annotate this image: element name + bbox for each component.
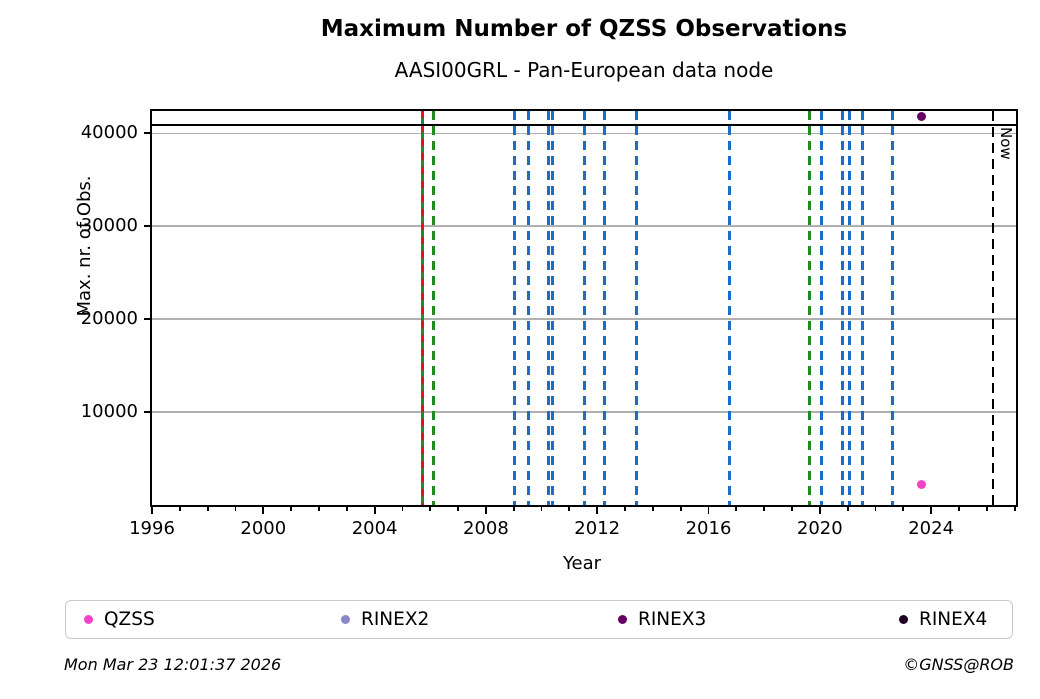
y-tick-20000 bbox=[144, 318, 150, 321]
x-tick-minor-2018 bbox=[763, 507, 766, 511]
legend-label-rinex3: RINEX3 bbox=[638, 608, 707, 630]
vline-blue-2021.06 bbox=[847, 111, 851, 505]
data-point-qzss bbox=[916, 480, 926, 490]
now-label: Now bbox=[996, 127, 1015, 160]
vline-blue-2010.4 bbox=[551, 111, 555, 505]
y-tick-label-40000: 40000 bbox=[80, 122, 138, 144]
legend-marker-rinex3 bbox=[618, 614, 627, 624]
chart-subtitle: AASI00GRL - Pan-European data node bbox=[394, 58, 774, 82]
x-tick-major-2012 bbox=[596, 507, 599, 514]
x-tick-minor-2015 bbox=[679, 507, 682, 511]
vline-blue-2021.52 bbox=[860, 111, 864, 505]
legend-item-rinex3: RINEX3 bbox=[618, 601, 706, 637]
x-tick-minor-1999 bbox=[234, 507, 237, 511]
x-tick-minor-2019 bbox=[791, 507, 793, 511]
vline-red-2005.73 bbox=[421, 111, 425, 505]
x-tick-minor-2014 bbox=[651, 507, 654, 511]
credit-text: ©GNSS@ROB bbox=[903, 655, 1014, 674]
x-tick-minor-2023 bbox=[902, 507, 905, 511]
x-tick-label-2004: 2004 bbox=[351, 518, 398, 539]
x-tick-label-2020: 2020 bbox=[796, 518, 843, 539]
x-tick-major-2004 bbox=[373, 507, 376, 514]
vline-blue-2009.03 bbox=[513, 111, 517, 505]
y-axis-label: Max. nr. of Obs. bbox=[74, 175, 96, 317]
x-tick-minor-2010 bbox=[540, 507, 543, 511]
x-tick-minor-2006 bbox=[429, 507, 432, 511]
vline-blue-2012.26 bbox=[602, 111, 606, 505]
vline-blue-2013.41 bbox=[634, 111, 638, 505]
x-tick-label-2016: 2016 bbox=[685, 518, 732, 539]
vline-green-2006.12 bbox=[432, 111, 436, 505]
x-tick-label-1996: 1996 bbox=[129, 518, 175, 539]
chart-title: Maximum Number of QZSS Observations bbox=[320, 16, 848, 42]
x-tick-minor-2002 bbox=[318, 507, 320, 511]
x-tick-minor-1998 bbox=[206, 507, 209, 511]
x-tick-minor-2003 bbox=[345, 507, 348, 511]
x-tick-label-2012: 2012 bbox=[574, 518, 621, 539]
y-tick-30000 bbox=[144, 225, 150, 228]
legend-marker-rinex4 bbox=[899, 614, 908, 624]
y-tick-40000 bbox=[144, 132, 150, 135]
vline-blue-2010.25 bbox=[547, 111, 551, 505]
x-tick-minor-2005 bbox=[401, 507, 404, 511]
legend-item-rinex4: RINEX4 bbox=[899, 601, 987, 637]
y-tick-10000 bbox=[144, 411, 150, 414]
x-tick-major-1996 bbox=[151, 507, 153, 514]
legend-item-rinex2: RINEX2 bbox=[341, 601, 429, 637]
legend-marker-qzss bbox=[84, 614, 93, 624]
legend-label-qzss: QZSS bbox=[104, 608, 155, 630]
vline-blue-2016.75 bbox=[727, 111, 731, 505]
vline-now bbox=[991, 111, 995, 505]
x-tick-label-2000: 2000 bbox=[240, 518, 287, 539]
x-tick-minor-2026 bbox=[985, 507, 988, 511]
x-tick-minor-2021 bbox=[846, 507, 849, 511]
vline-blue-2020.05 bbox=[819, 111, 823, 505]
x-axis-label: Year bbox=[562, 553, 602, 574]
x-tick-major-2016 bbox=[707, 507, 710, 514]
x-tick-minor-1997 bbox=[178, 507, 181, 511]
hline-40900 bbox=[152, 123, 1016, 127]
x-tick-minor-2027 bbox=[1013, 507, 1016, 511]
x-tick-major-2008 bbox=[485, 507, 487, 514]
x-tick-minor-2022 bbox=[874, 507, 877, 511]
legend-label-rinex4: RINEX4 bbox=[919, 608, 988, 630]
vline-blue-2022.6 bbox=[890, 111, 894, 505]
vline-green-2019.62 bbox=[807, 111, 811, 505]
legend-marker-rinex2 bbox=[341, 614, 350, 624]
legend: QZSS RINEX2 RINEX3 RINEX4 bbox=[65, 600, 1013, 639]
plot-area: Now bbox=[150, 109, 1018, 507]
vline-blue-2020.8 bbox=[840, 111, 844, 505]
x-tick-minor-2017 bbox=[735, 507, 738, 511]
y-tick-label-10000: 10000 bbox=[80, 401, 138, 423]
legend-item-qzss: QZSS bbox=[84, 601, 155, 637]
y-tick-label-20000: 20000 bbox=[80, 308, 138, 330]
x-tick-minor-2025 bbox=[958, 507, 960, 511]
x-tick-minor-2011 bbox=[568, 507, 571, 511]
x-tick-minor-2007 bbox=[457, 507, 459, 511]
x-tick-major-2024 bbox=[930, 507, 933, 514]
vline-blue-2011.54 bbox=[582, 111, 586, 505]
x-tick-major-2000 bbox=[262, 507, 265, 514]
x-tick-minor-2009 bbox=[512, 507, 515, 511]
x-tick-minor-2001 bbox=[290, 507, 293, 511]
x-tick-label-2024: 2024 bbox=[908, 518, 955, 539]
data-point-rinex3 bbox=[916, 112, 926, 122]
x-tick-label-2008: 2008 bbox=[463, 518, 509, 539]
legend-label-rinex2: RINEX2 bbox=[361, 608, 430, 630]
vline-blue-2009.53 bbox=[526, 111, 530, 505]
y-tick-label-30000: 30000 bbox=[80, 215, 138, 237]
x-tick-minor-2013 bbox=[624, 507, 626, 511]
x-tick-major-2020 bbox=[818, 507, 821, 514]
timestamp-text: Mon Mar 23 12:01:37 2026 bbox=[64, 655, 282, 674]
